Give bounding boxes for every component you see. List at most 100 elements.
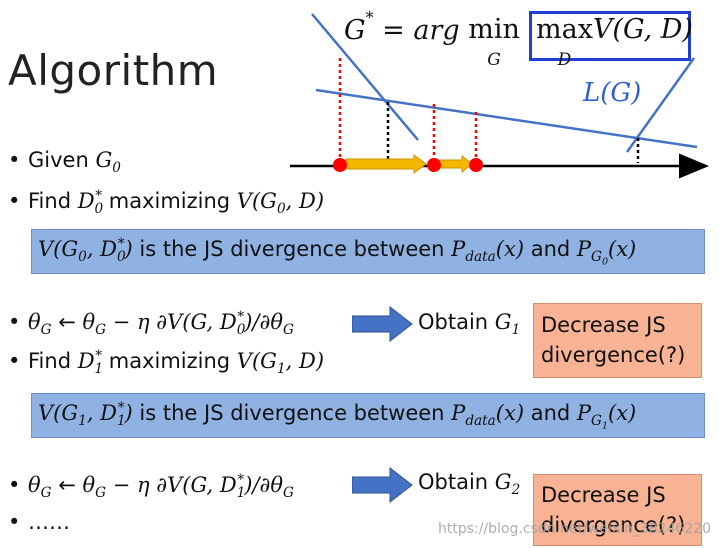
update-arrow-1 [345,154,427,174]
box-math: (x) [495,237,525,261]
bullet-sub: G [95,485,107,502]
bullet-text: maximizing [102,349,237,373]
box-subsub: 0 [601,256,609,268]
bullet-sup: * [95,188,103,204]
bullet-math: V(G [236,189,277,213]
bullet-text: ← [51,473,83,497]
bullet-math: θ [82,310,96,334]
formula-lhs-sup: * [365,8,374,27]
bullet-text: …… [28,510,70,534]
bullet-sup: * [237,472,245,488]
bullet-math: , D) [285,349,325,373]
box-sub-letter: G [591,413,602,430]
bullet-sub: 0 [94,201,104,218]
bullet-sub: 1 [276,361,286,378]
slide-title: Algorithm [8,46,219,95]
box-sub: G1 [591,413,609,432]
box-math: (x) [608,401,637,425]
bullet-dot: • [8,148,21,172]
theta-point-3 [469,158,483,172]
watermark: https://blog.csdn.net/weixin_38246220 [437,521,711,537]
curve-label: L(G) [583,78,642,108]
box-math: P [451,237,466,261]
bullet-dot: • [8,189,21,213]
bullet-dot: • [8,310,21,334]
formula-min-word: min [468,14,520,45]
bullet-sub: 1 [236,485,246,502]
bullet-math: )/∂θ [244,310,284,334]
bullet-dot: • [8,510,21,534]
orange-line-2: divergence(?) [541,513,686,537]
box-math: , D [86,237,118,261]
bullet-text: Find [28,349,78,373]
bullet-math: D [77,189,95,213]
bullet-math: D [77,349,95,373]
box-math: V(G [38,237,79,261]
objective-formula: G* = arg min G [344,10,520,70]
theta-point-2 [427,158,441,172]
box-math: ) [124,237,133,261]
loss-line-right [625,57,696,153]
obtain-math: G [494,310,512,334]
obtain-sub: 2 [511,482,521,499]
bullet-sub: 0 [112,160,121,177]
bullet-sup: * [237,309,245,325]
obtain-text: Obtain [418,470,495,494]
js-divergence-box-1 [31,229,705,274]
formula-min: min G [468,16,520,70]
js-divergence-text-1: V(G0, D0*) is the JS divergence between … [38,236,636,268]
bullet-update-step-2: • θG ← θG − η ∂V(G, D1*)/∂θG [8,472,294,501]
obtain-g1: Obtain G1 [418,310,520,338]
box-sub: 1 [78,413,87,430]
bullet-sub: G [283,322,294,339]
box-sup: * [117,236,125,252]
bullet-given-g0: • Given G0 [8,148,121,176]
orange-line-1: Decrease JS [541,313,666,337]
bullet-sub: G [40,322,52,339]
box-math: P [576,401,592,425]
bullet-math: θ [82,473,96,497]
right-arrow-2-icon [352,467,413,503]
bullet-find-d1: • Find D1* maximizing V(G1, D) [8,348,324,377]
decrease-js-box-2 [533,474,702,546]
bullet-text: Find [28,189,78,213]
formula-min-sub: G [487,50,501,70]
bullet-update-step-1: • θG ← θG − η ∂V(G, D0*)/∂θG [8,309,294,338]
bullet-find-d0: • Find D0* maximizing V(G0, D) [8,188,324,217]
formula-max: max D [536,16,593,70]
obtain-g2: Obtain G2 [418,470,520,498]
bullet-text: Given [28,148,96,172]
box-math: ) [124,401,133,425]
box-sub: data [465,249,496,266]
box-text: is the JS divergence between [132,237,452,261]
box-sub: 0 [117,249,126,266]
box-sub: 1 [117,413,126,430]
bullet-math: θ [28,310,41,334]
bullet-math: − η ∂V(G, D [106,473,237,497]
box-sub: 0 [78,249,87,266]
box-sub: data [465,413,496,430]
formula-max-word: max [536,14,593,45]
bullet-ellipsis: • …… [8,510,70,534]
obtain-math: G [494,470,512,494]
bullet-sub: G [40,485,52,502]
bullet-sub: 0 [236,322,246,339]
bullet-math: V(G [236,349,277,373]
bullet-math: − η ∂V(G, D [106,310,237,334]
bullet-sup: * [95,348,103,364]
formula-max-sub: D [557,50,572,70]
loss-line-middle [315,88,698,149]
formula-eq: = [373,15,414,46]
bullet-text: ← [51,310,83,334]
bullet-math: , D) [285,189,325,213]
formula-max-term: max D V(G, D) [536,16,693,70]
update-arrow-2 [437,154,473,174]
box-sub-letter: G [591,249,602,266]
max-box [529,11,691,61]
bullet-dot: • [8,349,21,373]
bullet-sub: G [95,322,107,339]
bullet-math: θ [28,473,41,497]
bullet-sub: 0 [276,201,286,218]
box-subsub: 1 [601,420,609,432]
